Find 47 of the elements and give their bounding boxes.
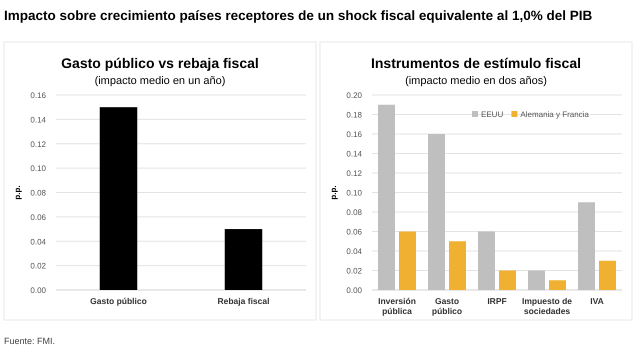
y-tick-label: 0.04 <box>346 247 363 256</box>
text: Impacto sobre crecimiento países receptores de un shock fiscal equivalente al 1,0% del PIB <box>4 8 592 23</box>
y-tick-label: 0.08 <box>346 208 363 217</box>
bar <box>449 241 466 290</box>
y-axis-title: p.p. <box>329 185 338 200</box>
bar <box>528 270 545 290</box>
bar <box>399 232 416 290</box>
y-tick-label: 0.02 <box>30 262 47 271</box>
x-tick-label: Gasto público <box>90 296 147 306</box>
bar <box>578 202 595 290</box>
bar <box>478 232 495 290</box>
y-tick-label: 0.12 <box>346 169 363 178</box>
y-tick-label: 0.18 <box>346 110 363 120</box>
y-tick-label: 0.20 <box>346 91 363 100</box>
bar <box>378 104 395 290</box>
y-tick-label: 0.16 <box>30 91 47 100</box>
y-tick-label: 0.08 <box>30 188 47 198</box>
x-tick-label: Rebaja fiscal <box>218 296 270 306</box>
y-tick-label: 0.04 <box>30 237 47 246</box>
y-tick-label: 0.00 <box>30 286 47 295</box>
x-tick-label: Impuesto de sociedades <box>522 296 572 316</box>
x-tick-label: IVA <box>590 296 604 306</box>
y-tick-label: 0.06 <box>30 212 47 222</box>
y-tick-label: 0.14 <box>346 150 363 158</box>
y-tick-label: 0.12 <box>30 140 47 149</box>
bar <box>499 270 516 290</box>
y-tick-label: 0.02 <box>346 266 363 276</box>
y-tick-label: 0.00 <box>346 286 363 295</box>
chart-title: Instrumentos de estímulo fiscal <box>370 55 582 71</box>
y-tick-label: 0.06 <box>346 228 363 236</box>
bar <box>428 134 445 290</box>
y-axis-title: p.p. <box>13 185 22 200</box>
y-tick-label: 0.16 <box>346 130 363 139</box>
y-tick-label: 0.10 <box>346 188 363 198</box>
legend-label: EEUU <box>481 110 504 119</box>
chart-subtitle: (impacto medio en dos años) <box>405 75 547 87</box>
chart-title: Gasto público vs rebaja fiscal <box>61 55 259 71</box>
y-tick-label: 0.14 <box>30 115 47 124</box>
y-tick-label: 0.10 <box>30 164 47 174</box>
x-tick-label: IRPF <box>487 296 507 306</box>
x-tick-label: Inversión pública <box>378 296 416 316</box>
source-note: Fuente: FMI. <box>4 336 56 346</box>
bar <box>549 280 566 290</box>
x-tick-label: Gasto público <box>432 296 462 316</box>
chart-subtitle: (impacto medio en un año) <box>94 75 226 87</box>
bar <box>599 260 616 290</box>
legend-label: Alemania y Francia <box>520 110 590 119</box>
